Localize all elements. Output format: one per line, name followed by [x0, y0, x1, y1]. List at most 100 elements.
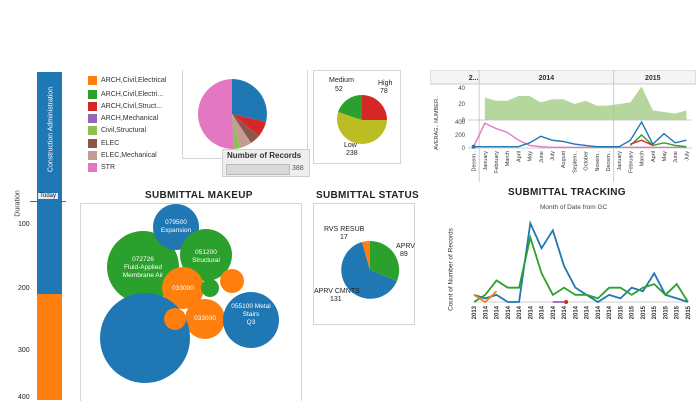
tracking-xtick: 2014 [506, 305, 512, 319]
tracking-xtick: 2015 [675, 305, 681, 319]
line-tick: 400 [455, 120, 466, 126]
line-series [472, 122, 687, 149]
bubble-small-green [201, 279, 219, 297]
bubble-chart[interactable] [80, 203, 300, 400]
line-series [473, 120, 687, 148]
status-pie[interactable] [340, 240, 400, 300]
month-label: February [628, 151, 634, 173]
legend-swatch [88, 113, 97, 123]
status-title: SUBMITTAL STATUS [316, 190, 419, 201]
legend-item[interactable]: ARCH,Mechanical [88, 112, 158, 124]
legend-item[interactable]: ARCH,Civil,Electri... [88, 88, 163, 100]
month-label: Novem.. [595, 151, 601, 172]
tracking-xtick: 2014 [483, 305, 489, 319]
bubble-line: 072726 [132, 256, 154, 263]
priority-pie[interactable] [336, 94, 388, 146]
month-label: July [550, 151, 556, 161]
today-label: Today [38, 193, 59, 199]
today-line [30, 201, 66, 202]
year-label: 2014 [539, 75, 555, 82]
area-series [484, 86, 687, 120]
pie-slice [232, 79, 267, 122]
legend-label: ARCH,Civil,Struct... [101, 102, 163, 110]
tracking-subtitle: Month of Date from GC [540, 204, 608, 211]
tracking-point [564, 300, 569, 304]
bubble-label-072726: 072726 Fluid-Applied Membrane Air [108, 256, 178, 280]
line-tick: 200 [455, 133, 466, 139]
tracking-xtick: 2014 [607, 305, 613, 319]
tracking-xtick: 2014 [596, 305, 602, 319]
tracking-series [473, 234, 689, 303]
duration-tick-200: 200 [18, 285, 30, 292]
legend-label: Civil,Structural [101, 126, 147, 134]
legend-label: ELEC,Mechanical [101, 151, 157, 159]
duration-bar[interactable] [37, 72, 62, 294]
bubble-line: 055100 Metal [231, 303, 271, 310]
legend-item[interactable]: ELEC [88, 137, 119, 149]
tracking-xtick: 2014 [585, 305, 591, 319]
bubble-line: Structural [192, 257, 220, 264]
bubble-033000-a [162, 267, 204, 309]
tracking-title: SUBMITTAL TRACKING [508, 187, 626, 198]
pie-slice-low [337, 112, 387, 144]
legend-swatch [88, 75, 97, 85]
tracking-chart[interactable]: 2013 2014 2014 2014 2014 2014 2014 2014 2014 2014… [466, 212, 692, 330]
pie-slice-rvs-resub [362, 240, 370, 270]
line-tick: 0 [462, 146, 466, 152]
legend-item[interactable]: STR [88, 161, 115, 173]
area-tick: 0 [462, 118, 466, 124]
records-value: 388 [292, 165, 304, 172]
records-title: Number of Records [227, 151, 302, 160]
legend-item[interactable]: ARCH,Civil,Electrical [88, 74, 166, 86]
month-label: January [483, 151, 489, 171]
bubble-line: Q3 [246, 319, 256, 326]
bubble-label-051200: 051200 Structural [186, 249, 226, 265]
month-label: May [528, 151, 534, 162]
bubble-label-033000-b: 033000 [194, 315, 216, 322]
bubble-small-orange-2 [164, 308, 186, 330]
legend-swatch [88, 125, 97, 135]
bubble-line: Stairs [242, 311, 260, 318]
bubble-051200 [180, 229, 232, 281]
tracking-ylabel: Count of Number of Records [447, 228, 455, 311]
tracking-xtick: 2015 [641, 305, 647, 319]
pie-slice-aprv [370, 240, 400, 281]
bubble-line: 079500 [165, 219, 187, 226]
priority-value-medium: 52 [335, 86, 343, 93]
tracking-xtick: 2015 [663, 305, 669, 319]
bubble-line: 051200 [195, 249, 217, 256]
status-label-cmnts: APRV CMNTS [314, 288, 360, 295]
legend-swatch [88, 150, 97, 160]
pie-slice-medium [338, 94, 362, 120]
legend-item[interactable]: Civil,Structural [88, 124, 146, 136]
tracking-series [473, 219, 689, 304]
timeline-header [430, 70, 696, 85]
discipline-pie[interactable] [196, 78, 268, 150]
bubble-line: Fluid-Applied [124, 264, 162, 271]
tracking-xtick: 2014 [517, 305, 523, 319]
bubble-line: Expansion [160, 227, 192, 234]
duration-bar-secondary[interactable] [37, 294, 62, 400]
legend-item[interactable]: ELEC,Mechanical [88, 149, 157, 161]
status-frame [313, 203, 415, 325]
legend-label: ARCH,Mechanical [101, 114, 159, 122]
bubble-large-blue [100, 293, 190, 383]
status-value-rvs: 17 [340, 234, 348, 241]
duration-tick-100: 100 [18, 221, 30, 228]
duration-axis-label: Duration [14, 190, 22, 217]
bubble-label-079500: 079500 Expansion [156, 219, 196, 235]
makeup-frame [80, 203, 302, 401]
legend-label: ARCH,Civil,Electrical [101, 76, 167, 84]
pie-slice-aprv-cmnts [341, 242, 397, 299]
legend-swatch [88, 89, 97, 99]
legend-item[interactable]: ARCH,Civil,Struct... [88, 100, 162, 112]
priority-label-high: High [378, 80, 393, 87]
pie-slice [232, 114, 240, 149]
duration-bar-label: Construction Administration [47, 86, 55, 173]
status-label-aprv: APRV [396, 243, 415, 250]
records-bar [226, 164, 290, 175]
priority-label-low: Low [344, 142, 357, 149]
month-label: August [561, 151, 567, 169]
tracking-xtick: 2015 [686, 305, 692, 319]
